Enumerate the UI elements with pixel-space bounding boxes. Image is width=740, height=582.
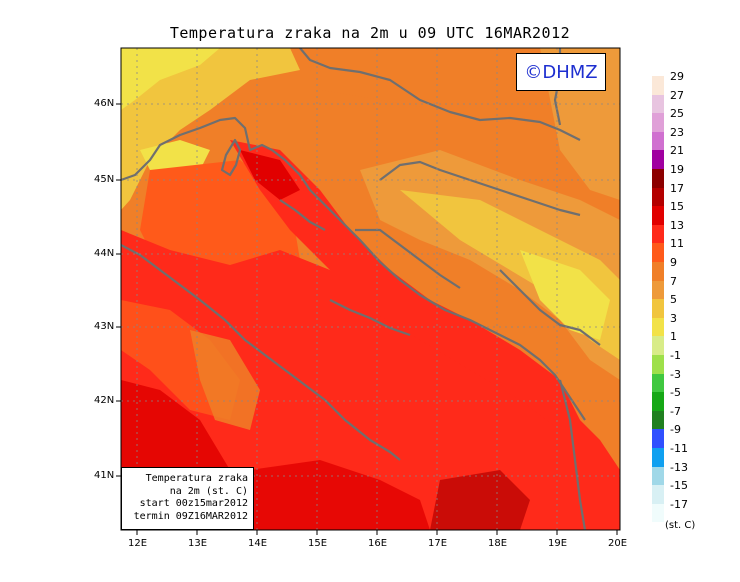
legend-swatch <box>652 355 664 374</box>
legend-swatch <box>652 392 664 411</box>
legend-swatch <box>652 448 664 467</box>
legend-swatch <box>652 131 664 151</box>
map-title: Temperatura zraka na 2m u 09 UTC 16MAR20… <box>169 24 571 42</box>
legend-label: 21 <box>670 144 684 158</box>
lat-label-45n: 45N <box>94 174 115 185</box>
lon-label-18e: 18E <box>488 538 508 549</box>
legend-label: 15 <box>670 200 684 214</box>
legend-label: 1 <box>670 330 677 344</box>
lat-label-46n: 46N <box>94 98 115 109</box>
lon-label-19e: 19E <box>548 538 568 549</box>
legend-swatch <box>652 503 664 523</box>
legend-label: 27 <box>670 88 684 102</box>
legend-swatch <box>652 485 664 504</box>
legend-swatch <box>652 280 664 300</box>
lon-label-13e: 13E <box>188 538 208 549</box>
legend-swatch <box>652 429 664 448</box>
legend-swatch <box>652 169 664 188</box>
legend-label: 3 <box>670 311 677 325</box>
legend-label: -3 <box>670 367 681 381</box>
legend-swatch <box>652 206 664 225</box>
legend-label: 23 <box>670 125 684 139</box>
legend-label: -7 <box>670 404 681 418</box>
legend-label: -1 <box>670 349 681 362</box>
temperature-field <box>121 48 620 530</box>
legend-swatch <box>652 317 664 337</box>
legend-label: 25 <box>670 107 684 121</box>
lon-label-15e: 15E <box>308 538 328 549</box>
legend-unit: (st. C) <box>665 520 696 531</box>
info-line-2: na 2m (st. C) <box>169 485 248 497</box>
lon-label-20e: 20E <box>608 538 628 549</box>
legend-label: 19 <box>670 163 684 176</box>
info-box: Temperatura zraka na 2m (st. C) start 00… <box>121 467 254 530</box>
legend-label: 11 <box>670 237 684 251</box>
info-line-4: termin 09Z16MAR2012 <box>133 510 248 522</box>
legend-swatch <box>652 187 664 207</box>
lon-label-17e: 17E <box>428 538 448 549</box>
legend-label: 13 <box>670 218 684 232</box>
legend-swatch <box>652 262 664 281</box>
legend-label: -17 <box>670 497 688 511</box>
legend-label: 17 <box>670 181 684 195</box>
legend-label: 7 <box>670 274 677 288</box>
legend-swatch <box>652 373 664 393</box>
lon-label-16e: 16E <box>368 538 388 549</box>
map-frame <box>120 47 621 531</box>
legend-swatch <box>652 150 664 169</box>
legend-label: -11 <box>670 442 688 455</box>
legend-label: 5 <box>670 293 677 307</box>
legend-label: -15 <box>670 479 688 493</box>
legend-swatch <box>652 299 664 318</box>
lat-label-41n: 41N <box>94 470 115 481</box>
legend-swatch <box>652 76 664 95</box>
graticule <box>121 48 620 530</box>
legend-swatch <box>652 243 664 262</box>
legend-swatch <box>652 410 664 430</box>
legend-swatch <box>652 224 664 244</box>
axis-ticks <box>116 103 618 535</box>
legend-swatch <box>652 336 664 355</box>
legend-label: 29 <box>670 70 684 83</box>
legend-label: -9 <box>670 423 681 437</box>
lat-label-44n: 44N <box>94 248 115 259</box>
lat-label-42n: 42N <box>94 395 115 406</box>
lon-label-14e: 14E <box>248 538 268 549</box>
copyright-box: ©DHMZ <box>516 53 606 91</box>
legend-swatch <box>652 113 664 132</box>
legend-swatch <box>652 466 664 486</box>
legend-label: -5 <box>670 386 681 400</box>
info-line-3: start 00z15mar2012 <box>139 498 248 509</box>
legend-label: 9 <box>670 256 677 269</box>
lon-label-12e: 12E <box>128 538 148 549</box>
legend-swatch <box>652 94 664 114</box>
legend-label: -13 <box>670 460 688 474</box>
info-line-1: Temperatura zraka <box>145 473 248 484</box>
lat-label-43n: 43N <box>94 321 115 332</box>
